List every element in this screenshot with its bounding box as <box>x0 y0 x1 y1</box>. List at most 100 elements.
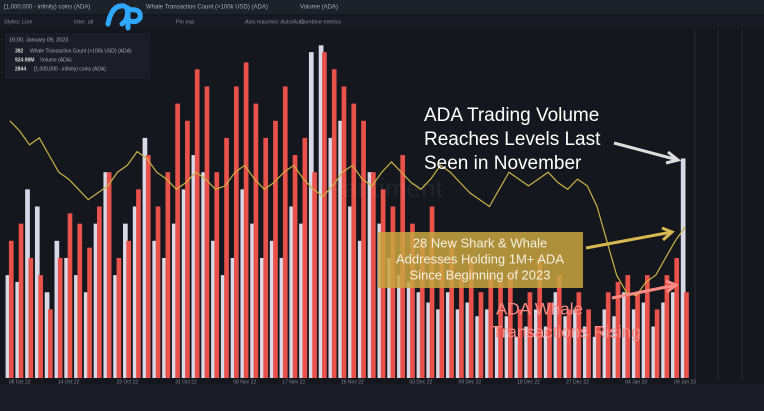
tab[interactable]: Volume (ADA) <box>300 5 338 11</box>
bar <box>527 292 533 378</box>
bar <box>5 275 11 378</box>
arrow <box>611 279 679 300</box>
line <box>9 120 686 297</box>
bar <box>387 257 392 378</box>
annotation-line: 28 New Shark & Whale <box>413 235 547 250</box>
annotation-line: Seen in November <box>424 153 582 174</box>
tooltip-name: [1,000,000 - infinity) coins (ADA) <box>34 66 106 72</box>
bar <box>397 275 402 378</box>
bar <box>220 275 226 378</box>
bar <box>243 62 249 378</box>
annotation-line: Addresses Holding 1M+ ADA <box>396 251 564 266</box>
tooltip-name: Whale Transaction Count (>100k USD) (ADA… <box>30 48 132 54</box>
bar <box>263 137 269 378</box>
tab[interactable]: [1,000,000 - infinity) coins (ADA) <box>4 5 90 11</box>
bar <box>64 257 69 378</box>
bar <box>563 316 569 378</box>
bar <box>661 302 666 378</box>
bar <box>390 206 396 378</box>
x-tick-label: 27 Dec 22 <box>566 379 589 385</box>
tooltip-name: Volume (ADA) <box>40 57 72 63</box>
annotation-box <box>378 232 583 288</box>
bar <box>44 292 50 378</box>
bar <box>269 240 275 378</box>
bar <box>507 275 513 378</box>
bar <box>282 86 288 378</box>
bar <box>341 86 347 378</box>
tooltip <box>5 33 150 79</box>
bar <box>517 309 523 378</box>
bar <box>426 302 432 378</box>
bar <box>582 326 588 378</box>
toolbar-item[interactable]: Styles: Line <box>4 19 32 25</box>
tab-bar <box>0 0 764 14</box>
bar <box>671 292 676 378</box>
x-tick-label: 08 Oct 22 <box>9 379 31 385</box>
bar <box>54 240 60 378</box>
tooltip-time: 16:00, January 09, 2023 <box>9 37 68 43</box>
x-tick-label: 09 Dec 22 <box>458 379 481 385</box>
bar <box>25 189 30 378</box>
annotation-line: Transactions Rising <box>492 322 641 341</box>
bar <box>504 316 510 378</box>
bar <box>18 223 24 378</box>
toolbar <box>0 16 764 28</box>
tooltip-value: 382 <box>15 48 24 54</box>
bar <box>292 155 298 378</box>
toolbar-item[interactable]: Combine metrics <box>300 19 342 25</box>
bar <box>664 275 670 378</box>
bar <box>201 172 206 378</box>
bar <box>654 309 660 378</box>
bar <box>77 223 83 378</box>
bar <box>250 223 255 378</box>
bar <box>566 309 572 378</box>
x-tick-label: 08 Nov 22 <box>233 379 256 385</box>
bar <box>15 281 21 378</box>
x-tick-label: 03 Dec 22 <box>409 379 432 385</box>
bar <box>214 172 220 378</box>
bar <box>684 292 689 378</box>
toolbar-item[interactable]: Axis max/min: Auto/Auto <box>245 19 305 25</box>
bar <box>612 316 617 378</box>
bar <box>240 189 246 378</box>
bar <box>625 275 631 378</box>
bar <box>175 103 180 378</box>
bar <box>439 257 445 378</box>
bar <box>605 292 611 378</box>
bar <box>445 292 451 378</box>
x-tick-label: 14 Oct 22 <box>58 379 80 385</box>
bar <box>361 120 366 378</box>
bar <box>429 206 435 378</box>
tab[interactable]: Whale Transaction Count (>100k USD) (ADA… <box>146 5 268 11</box>
bar <box>28 257 34 378</box>
bar <box>328 137 334 378</box>
bar <box>155 206 161 378</box>
bar <box>459 275 464 378</box>
bar <box>419 240 425 378</box>
bar <box>331 69 337 379</box>
bar <box>123 223 128 378</box>
bar <box>181 189 187 378</box>
bar <box>674 257 680 378</box>
bar <box>615 281 621 378</box>
bar <box>576 292 582 378</box>
bar <box>308 52 314 379</box>
annotation: ADA Trading Volume Reaches Levels Last S… <box>424 105 601 174</box>
bar <box>87 247 92 378</box>
bar <box>348 206 353 378</box>
arrow <box>613 141 682 165</box>
bar <box>106 172 112 378</box>
bar <box>631 309 637 378</box>
toolbar-item[interactable]: Pin exp <box>176 19 194 25</box>
x-tick-label: 31 Oct 22 <box>175 379 197 385</box>
toolbar-item[interactable]: Inter. all <box>74 19 93 25</box>
bar <box>475 316 480 378</box>
bar <box>233 86 239 378</box>
bar <box>132 206 138 378</box>
bar <box>370 172 376 378</box>
x-tick-label: 18 Dec 22 <box>517 379 540 385</box>
bar <box>416 292 422 378</box>
bar <box>410 223 415 378</box>
bar <box>534 309 539 378</box>
